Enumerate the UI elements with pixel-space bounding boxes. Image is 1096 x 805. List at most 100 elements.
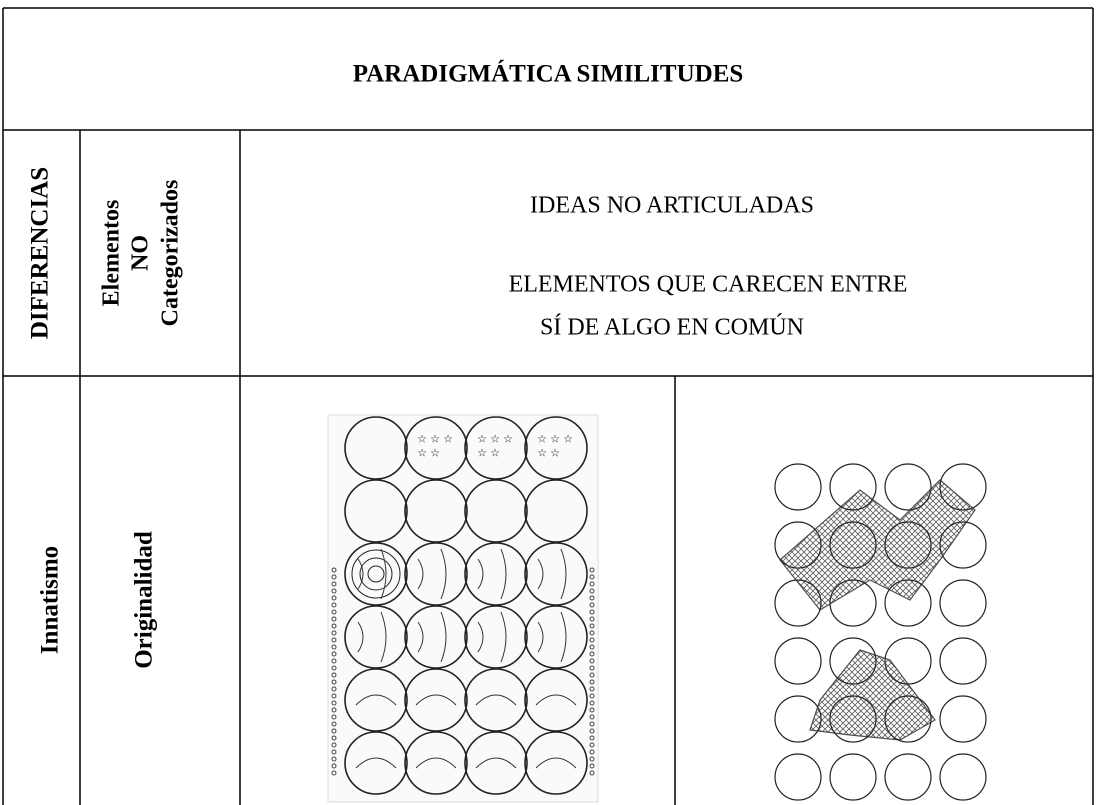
sketch-circle xyxy=(524,542,588,606)
sketch-star: ☆ xyxy=(537,448,547,460)
sketch-dot xyxy=(331,630,337,636)
sketch-line xyxy=(477,548,507,600)
sketch-circle xyxy=(344,416,408,480)
drawing-circles: ☆ ☆ ☆☆ ☆☆ ☆ ☆☆ ☆☆ ☆ ☆☆ ☆ xyxy=(327,414,599,803)
sketch-circle xyxy=(404,542,468,606)
sketch-circle xyxy=(524,416,588,480)
sketch-dot xyxy=(331,714,337,720)
sketch-circle xyxy=(344,668,408,732)
row-label: Categorizados xyxy=(158,180,184,327)
sketch-line xyxy=(355,694,397,706)
sketch-dot xyxy=(589,574,595,580)
sketch-circle xyxy=(404,479,468,543)
sketch-dot xyxy=(331,588,337,594)
sketch-circle xyxy=(774,637,822,685)
row-label: Elementos xyxy=(99,200,125,307)
sketch-dot xyxy=(331,700,337,706)
sketch-dot xyxy=(331,651,337,657)
sketch-line xyxy=(537,611,567,663)
sketch-dot xyxy=(589,728,595,734)
sketch-circle xyxy=(884,463,932,511)
sketch-circle xyxy=(464,479,528,543)
sketch-ring xyxy=(351,549,401,599)
sketch-dot xyxy=(589,665,595,671)
sketch-line xyxy=(415,694,457,706)
sketch-ring xyxy=(367,565,385,583)
sketch-figure xyxy=(779,479,976,611)
sketch-dot xyxy=(589,714,595,720)
sketch-dot xyxy=(589,672,595,678)
sketch-circle xyxy=(774,463,822,511)
sketch-circle xyxy=(344,605,408,669)
sketch-dot xyxy=(331,770,337,776)
sketch-dot xyxy=(589,700,595,706)
sketch-figure xyxy=(809,649,936,741)
sketch-dot xyxy=(331,623,337,629)
sketch-star: ☆ xyxy=(417,448,427,460)
sketch-circle xyxy=(344,542,408,606)
sketch-dot xyxy=(589,623,595,629)
sketch-line xyxy=(475,757,517,769)
sketch-dot xyxy=(331,686,337,692)
sketch-circle xyxy=(774,753,822,801)
sketch-circle xyxy=(884,753,932,801)
sketch-circle xyxy=(524,668,588,732)
title: PARADIGMÁTICA SIMILITUDES xyxy=(353,60,744,88)
sketch-star: ☆ xyxy=(430,434,440,446)
sketch-circle xyxy=(404,605,468,669)
sketch-circle xyxy=(524,731,588,795)
sketch-line xyxy=(535,694,577,706)
sketch-dot xyxy=(589,658,595,664)
sketch-dot xyxy=(589,637,595,643)
sketch-circle xyxy=(404,416,468,480)
sketch-circle xyxy=(464,542,528,606)
sketch-dot xyxy=(589,679,595,685)
sketch-star: ☆ xyxy=(443,434,453,446)
sketch-dot xyxy=(589,616,595,622)
sketch-dot xyxy=(331,637,337,643)
sketch-dot xyxy=(589,735,595,741)
sketch-circle xyxy=(344,479,408,543)
sketch-dot xyxy=(331,574,337,580)
sketch-dot xyxy=(331,693,337,699)
table-grid xyxy=(2,7,1094,805)
sketch-star: ☆ xyxy=(417,434,427,446)
sketch-dot xyxy=(331,616,337,622)
sketch-dot xyxy=(589,686,595,692)
sketch-line xyxy=(355,757,397,769)
sketch-ring xyxy=(359,557,393,591)
sketch-star: ☆ xyxy=(490,434,500,446)
sketch-dot xyxy=(589,742,595,748)
sketch-dot xyxy=(331,644,337,650)
sketch-circle xyxy=(524,605,588,669)
sketch-line xyxy=(537,548,567,600)
sketch-dot xyxy=(331,665,337,671)
sketch-line xyxy=(535,757,577,769)
sketch-circle xyxy=(939,695,987,743)
sketch-star: ☆ xyxy=(477,434,487,446)
sketch-circle xyxy=(344,731,408,795)
sketch-star: ☆ xyxy=(563,434,573,446)
group-label: Innatismo xyxy=(37,546,64,654)
sketch-dot xyxy=(589,770,595,776)
sketch-dot xyxy=(589,588,595,594)
sketch-dot xyxy=(331,707,337,713)
sketch-circle xyxy=(464,731,528,795)
content-line: ELEMENTOS QUE CARECEN ENTRE xyxy=(509,272,908,298)
sketch-line xyxy=(417,548,447,600)
sketch-dot xyxy=(331,602,337,608)
sketch-circle xyxy=(404,731,468,795)
sketch-circle xyxy=(939,753,987,801)
sketch-dot xyxy=(589,651,595,657)
sketch-dot xyxy=(331,581,337,587)
content-line: IDEAS NO ARTICULADAS xyxy=(530,193,814,219)
sketch-dot xyxy=(589,609,595,615)
sketch-circle xyxy=(524,479,588,543)
group-label: DIFERENCIAS xyxy=(27,167,54,339)
sketch-star: ☆ xyxy=(490,448,500,460)
sketch-circle xyxy=(464,668,528,732)
sketch-line xyxy=(417,611,447,663)
sketch-dot xyxy=(589,763,595,769)
sketch-circle xyxy=(464,416,528,480)
